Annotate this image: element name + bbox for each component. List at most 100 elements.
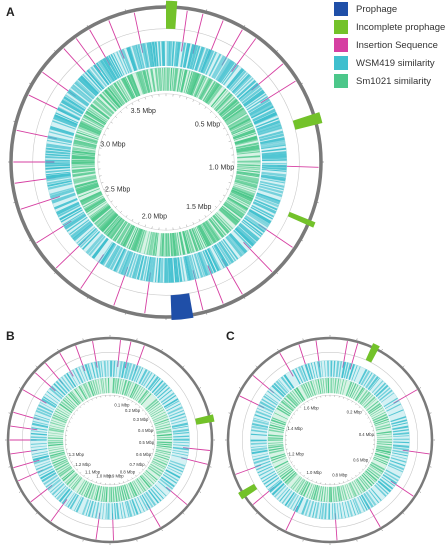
similarity-segment (59, 103, 82, 117)
similarity-segment (150, 257, 156, 283)
similarity-segment (170, 415, 187, 422)
similarity-segment (372, 458, 388, 466)
similarity-segment (45, 166, 71, 170)
similarity-segment (168, 409, 185, 417)
similarity-segment (45, 163, 70, 167)
similarity-segment (223, 203, 243, 219)
similarity-segment (110, 84, 126, 105)
similarity-segment (129, 253, 138, 278)
similarity-segment (142, 42, 150, 68)
similarity-segment (350, 384, 359, 399)
similarity-segment (285, 394, 298, 407)
similarity-segment (31, 427, 48, 431)
similarity-segment (141, 494, 151, 510)
inner-scale-tick (293, 413, 296, 415)
similarity-segment (232, 187, 255, 198)
similarity-segment (119, 502, 123, 519)
similarity-segment (30, 430, 48, 433)
similarity-segment (149, 377, 161, 392)
similarity-segment (375, 423, 391, 429)
insertion-sequence-mark (349, 343, 359, 370)
similarity-segment (158, 41, 162, 67)
similarity-segment (131, 45, 142, 70)
similarity-segment (123, 362, 130, 379)
similarity-segment (287, 393, 299, 406)
similarity-segment (383, 471, 399, 482)
similarity-segment (271, 384, 285, 398)
similarity-segment (174, 232, 180, 256)
similarity-segment (153, 416, 168, 423)
inner-scale-tick (138, 472, 141, 474)
inner-scale-tick (351, 401, 353, 403)
similarity-segment (181, 69, 188, 93)
similarity-segment (75, 182, 99, 192)
similarity-segment (256, 407, 273, 415)
similarity-segment (122, 251, 134, 276)
legend-swatch-incomplete-prophage (334, 20, 348, 34)
similarity-segment (301, 498, 309, 515)
similarity-segment (251, 449, 268, 455)
legend-item-wsm419-similarity: WSM419 similarity (334, 56, 435, 70)
similarity-segment (341, 361, 347, 379)
inner-scale-tick (228, 140, 231, 142)
outer-scale-tick (29, 82, 31, 84)
similarity-segment (51, 455, 67, 462)
similarity-segment (333, 360, 336, 377)
similarity-segment (191, 73, 202, 96)
sm1021-similarity-ring-outline (71, 67, 261, 257)
similarity-segment (112, 486, 115, 503)
similarity-segment (47, 443, 64, 447)
similarity-segment (151, 460, 167, 469)
similarity-segment (317, 361, 322, 378)
similarity-segment (268, 445, 284, 449)
similarity-segment (126, 500, 133, 517)
inner-scale-tick (226, 134, 229, 136)
similarity-segment (88, 235, 106, 257)
similarity-segment (346, 500, 353, 517)
similarity-segment (251, 204, 275, 218)
similarity-segment (162, 473, 178, 484)
similarity-segment (215, 58, 231, 81)
similarity-segment (216, 212, 234, 230)
similarity-segment (289, 494, 299, 510)
similarity-segment (96, 210, 115, 228)
similarity-segment (66, 372, 77, 388)
mbp-tick-label: 1.0 Mbp (209, 165, 234, 172)
similarity-segment (376, 438, 393, 441)
inner-scale-tick (299, 472, 302, 474)
similarity-segment (156, 436, 173, 439)
similarity-segment (348, 363, 356, 380)
similarity-segment (105, 88, 122, 108)
similarity-segment (386, 403, 402, 412)
similarity-segment (45, 159, 70, 162)
sm1021-similarity-ring (47, 377, 173, 503)
similarity-segment (273, 382, 287, 396)
outer-scale-tick (419, 491, 422, 493)
similarity-segment (372, 413, 388, 422)
outer-scale-tick (86, 297, 88, 299)
similarity-segment (226, 198, 248, 212)
similarity-segment (220, 101, 240, 118)
sm1021-similarity-ring-outline (47, 377, 173, 503)
similarity-segment (67, 393, 79, 406)
similarity-segment (223, 202, 244, 218)
wsm419-similarity-ring (30, 360, 190, 520)
similarity-segment (139, 70, 148, 94)
similarity-segment (235, 176, 259, 183)
legend-label-sm1021-similarity: Sm1021 similarity (356, 76, 431, 87)
similarity-segment (36, 407, 53, 416)
similarity-segment (160, 392, 175, 404)
outer-scale-tick (18, 387, 21, 389)
similarity-segment (131, 499, 139, 515)
similarity-segment (75, 80, 96, 98)
incomplete-prophage-block (166, 0, 178, 30)
similarity-segment (221, 103, 242, 119)
inner-scale-tick (192, 222, 194, 225)
similarity-segment (317, 378, 322, 395)
similarity-segment (378, 389, 393, 401)
similarity-segment (113, 248, 126, 272)
similarity-segment (218, 241, 235, 264)
similarity-segment (319, 378, 324, 394)
similarity-segment (281, 490, 293, 504)
similarity-segment (46, 178, 72, 185)
